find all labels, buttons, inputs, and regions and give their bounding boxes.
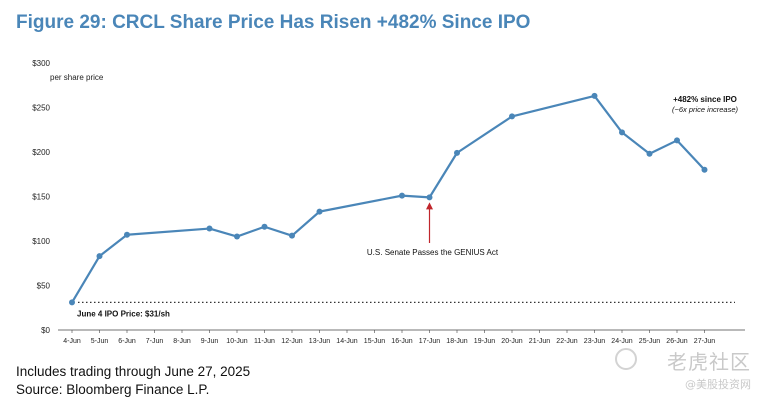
- x-tick-label: 25-Jun: [639, 338, 661, 345]
- data-point: [234, 233, 240, 240]
- x-tick-label: 6-Jun: [118, 338, 136, 345]
- data-point: [454, 149, 460, 156]
- arrowhead-icon: [426, 202, 433, 210]
- x-tick-label: 16-Jun: [391, 338, 413, 345]
- y-tick-label: $200: [32, 148, 50, 157]
- x-tick-label: 11-Jun: [254, 338, 275, 345]
- x-tick-label: 8-Jun: [173, 338, 191, 345]
- x-tick-label: 21-Jun: [529, 338, 551, 345]
- data-point: [96, 253, 103, 260]
- data-point: [646, 150, 653, 157]
- y-tick-label: $0: [41, 326, 50, 335]
- x-tick-label: 14-Jun: [336, 338, 358, 345]
- x-tick-label: 4-Jun: [63, 338, 81, 345]
- y-tick-label: $50: [37, 282, 51, 291]
- y-axis-label: per share price: [50, 73, 104, 82]
- data-point: [399, 192, 405, 199]
- x-tick-label: 23-Jun: [584, 338, 606, 345]
- gain-label: +482% since IPO: [673, 95, 737, 104]
- x-tick-label: 24-Jun: [611, 338, 633, 345]
- data-point: [69, 299, 75, 306]
- x-tick-label: 22-Jun: [556, 338, 578, 345]
- data-point: [509, 113, 515, 120]
- watermark-subtext: @美股投资网: [685, 378, 751, 391]
- watermark-logo-text: 老虎社区: [667, 350, 751, 374]
- footnote-source: Source: Bloomberg Finance L.P.: [16, 382, 210, 397]
- data-point: [316, 208, 323, 215]
- ipo-price-label: June 4 IPO Price: $31/sh: [77, 309, 170, 318]
- data-point: [674, 137, 680, 144]
- data-point: [261, 223, 268, 230]
- x-tick-label: 5-Jun: [91, 338, 109, 345]
- y-tick-label: $100: [32, 237, 50, 246]
- x-tick-label: 19-Jun: [474, 338, 496, 345]
- genius-act-label: U.S. Senate Passes the GENIUS Act: [367, 248, 499, 257]
- y-tick-label: $250: [32, 104, 50, 113]
- data-point: [426, 194, 433, 201]
- tiger-logo-icon: [615, 348, 637, 370]
- series-line: [71, 94, 706, 303]
- x-tick-label: 15-Jun: [364, 338, 386, 345]
- annotations: U.S. Senate Passes the GENIUS Act +482% s…: [367, 95, 739, 257]
- ipo-price-reference: June 4 IPO Price: $31/sh: [77, 301, 735, 318]
- price-series: [69, 92, 708, 306]
- x-tick-label: 26-Jun: [666, 338, 688, 345]
- data-point: [701, 166, 708, 173]
- gain-sublabel: (~6x price increase): [672, 105, 739, 114]
- figure-title: Figure 29: CRCL Share Price Has Risen +4…: [16, 12, 531, 33]
- x-tick-label: 7-Jun: [146, 338, 164, 345]
- data-point: [124, 231, 130, 238]
- data-point: [206, 225, 213, 232]
- x-tick-label: 18-Jun: [446, 338, 468, 345]
- x-tick-label: 17-Jun: [419, 338, 441, 345]
- data-point: [619, 129, 625, 136]
- x-tick-label: 20-Jun: [501, 338, 523, 345]
- x-tick-label: 27-Jun: [694, 338, 716, 345]
- x-tick-label: 12-Jun: [281, 338, 303, 345]
- x-tick-label: 9-Jun: [201, 338, 219, 345]
- watermark: 老虎社区 @美股投资网: [611, 346, 751, 394]
- data-point: [289, 232, 295, 239]
- x-tick-label: 13-Jun: [309, 338, 331, 345]
- footnote-trading-through: Includes trading through June 27, 2025: [16, 364, 251, 379]
- data-point: [591, 92, 598, 99]
- y-tick-label: $300: [32, 59, 50, 68]
- x-tick-label: 10-Jun: [226, 338, 248, 345]
- y-tick-label: $150: [32, 193, 50, 202]
- x-axis: 4-Jun 5-Jun 6-Jun 7-Jun 8-Jun 9-Jun 10-Jun 11-J…: [58, 329, 745, 345]
